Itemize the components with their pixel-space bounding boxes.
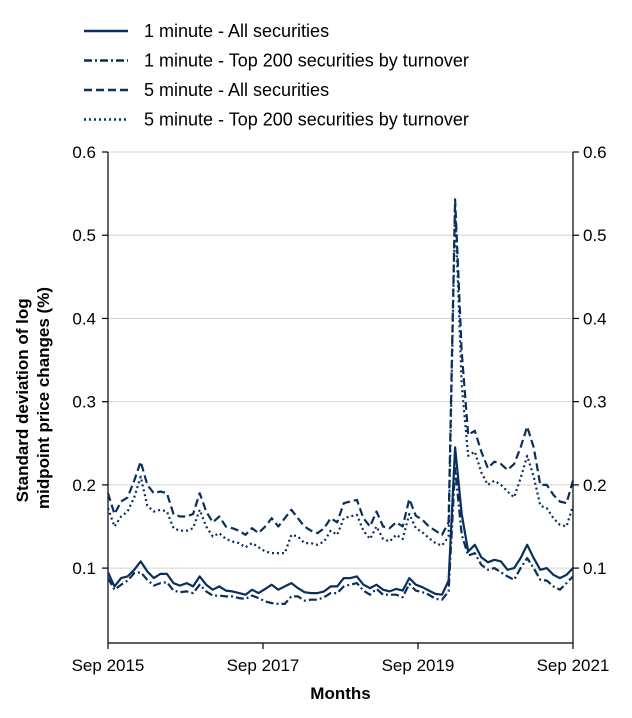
y-tick-label-left: 0.2	[72, 476, 96, 495]
axes	[107, 152, 574, 644]
y-tick-label-left: 0.5	[72, 226, 96, 245]
y-tick-label-left: 0.3	[72, 393, 96, 412]
legend-label-4: 5 minute - Top 200 securities by turnove…	[144, 110, 469, 130]
y-tick-label-right: 0.5	[583, 226, 607, 245]
y-tick-label-left: 0.4	[72, 309, 96, 328]
x-tick-label: Sep 2021	[537, 656, 610, 675]
gridlines	[108, 151, 573, 569]
x-tick-label: Sep 2017	[227, 656, 300, 675]
y-ticks: 0.1 0.1 0.2 0.2 0.3 0.3 0.4 0.4 0.5 0.5 0.6 0.6	[72, 143, 606, 578]
y-tick-label-right: 0.2	[583, 476, 607, 495]
x-tick-label: Sep 2015	[72, 656, 145, 675]
y-tick-label-right: 0.4	[583, 309, 607, 328]
series-line-3	[106, 198, 575, 536]
y-tick-label-right: 0.1	[583, 559, 607, 578]
x-axis-title: Months	[310, 684, 370, 703]
y-axis-title: Standard deviation of log midpoint price…	[13, 287, 53, 509]
y-tick-label-right: 0.3	[583, 393, 607, 412]
series-line-1	[107, 446, 574, 596]
y-tick-label-left: 0.1	[72, 559, 96, 578]
legend-label-3: 5 minute - All securities	[144, 80, 329, 100]
legend-label-1: 1 minute - All securities	[144, 21, 329, 41]
y-tick-label-left: 0.6	[72, 143, 96, 162]
y-tick-label-right: 0.6	[583, 143, 607, 162]
series-lines	[106, 198, 575, 605]
x-ticks: Sep 2015 Sep 2017 Sep 2019 Sep 2021	[72, 643, 610, 675]
series-line-2	[107, 467, 574, 605]
y-axis-title-line-1: Standard deviation of log	[13, 298, 32, 502]
legend-label-2: 1 minute - Top 200 securities by turnove…	[144, 51, 469, 71]
y-axis-title-line-2: midpoint price changes (%)	[34, 287, 53, 509]
series-line-4	[106, 205, 575, 555]
x-tick-label: Sep 2019	[382, 656, 455, 675]
legend: 1 minute - All securities 1 minute - Top …	[84, 21, 469, 130]
